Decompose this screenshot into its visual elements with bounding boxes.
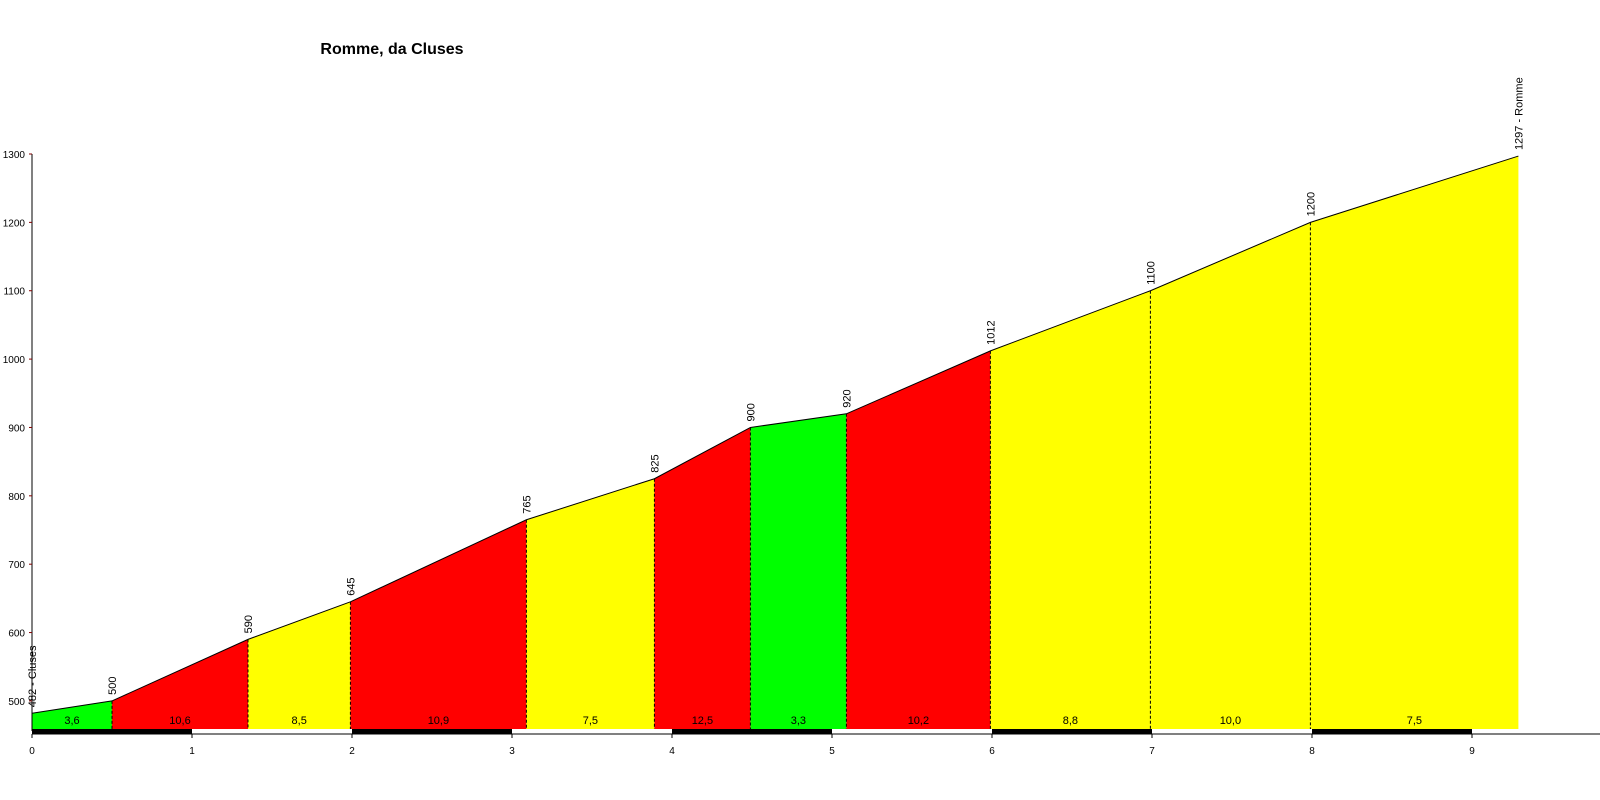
point-label: 1297 - Romme xyxy=(1513,77,1525,150)
segment xyxy=(990,290,1151,731)
segment xyxy=(1310,156,1519,731)
y-tick-label: 600 xyxy=(8,629,25,640)
km-bar xyxy=(832,729,992,734)
point-label: 1012 xyxy=(985,320,997,344)
grade-label: 10,2 xyxy=(908,715,929,727)
x-tick-label: 6 xyxy=(989,746,995,757)
segment xyxy=(112,639,248,731)
grade-label: 7,5 xyxy=(583,715,598,727)
point-label: 765 xyxy=(521,495,533,513)
segment xyxy=(1150,222,1311,731)
grade-label: 8,8 xyxy=(1063,715,1078,727)
x-tick-label: 2 xyxy=(349,746,355,757)
grade-label: 3,3 xyxy=(791,715,806,727)
point-label: 920 xyxy=(841,389,853,407)
segment xyxy=(32,700,112,731)
x-tick-label: 9 xyxy=(1469,746,1475,757)
point-label: 500 xyxy=(107,677,119,695)
x-tick-label: 7 xyxy=(1149,746,1155,757)
point-label: 1200 xyxy=(1305,192,1317,216)
x-tick-label: 1 xyxy=(189,746,195,757)
grade-label: 12,5 xyxy=(692,715,713,727)
km-bar xyxy=(1312,729,1472,734)
grade-label: 7,5 xyxy=(1407,715,1422,727)
y-tick-label: 500 xyxy=(8,697,25,708)
segment xyxy=(750,413,847,731)
y-tick-label: 1100 xyxy=(3,287,25,298)
chart-title: Romme, da Cluses xyxy=(320,41,463,58)
point-label: 1100 xyxy=(1145,261,1157,285)
y-tick-label: 1300 xyxy=(3,150,26,161)
y-tick-label: 900 xyxy=(8,423,25,434)
km-bar xyxy=(352,729,512,734)
km-bar xyxy=(32,729,192,734)
km-bar xyxy=(192,729,352,734)
km-bar xyxy=(1472,729,1600,734)
segment xyxy=(248,601,351,731)
x-tick-label: 5 xyxy=(829,746,835,757)
x-tick-label: 0 xyxy=(29,746,35,757)
grade-label: 10,6 xyxy=(169,715,190,727)
km-bar xyxy=(512,729,672,734)
point-label: 482 - Cluses xyxy=(27,645,39,707)
km-bar xyxy=(992,729,1152,734)
km-bar xyxy=(672,729,832,734)
segment xyxy=(350,519,527,731)
point-label: 590 xyxy=(243,615,255,633)
segment xyxy=(526,478,655,731)
profile-line xyxy=(31,155,1519,714)
grade-label: 3,6 xyxy=(64,715,79,727)
x-tick-label: 8 xyxy=(1309,746,1315,757)
segment xyxy=(654,427,751,731)
grade-label: 10,0 xyxy=(1220,715,1241,727)
km-bar xyxy=(1152,729,1312,734)
x-tick-label: 4 xyxy=(669,746,675,757)
point-label: 900 xyxy=(745,403,757,421)
x-tick-label: 3 xyxy=(509,746,515,757)
y-tick-label: 1200 xyxy=(3,218,26,229)
y-tick-label: 800 xyxy=(8,492,25,503)
y-tick-label: 1000 xyxy=(3,355,26,366)
point-label: 645 xyxy=(345,577,357,595)
grade-label: 8,5 xyxy=(292,715,307,727)
segment xyxy=(846,350,991,731)
grade-label: 10,9 xyxy=(428,715,449,727)
point-label: 825 xyxy=(649,454,661,472)
y-tick-label: 700 xyxy=(8,560,25,571)
